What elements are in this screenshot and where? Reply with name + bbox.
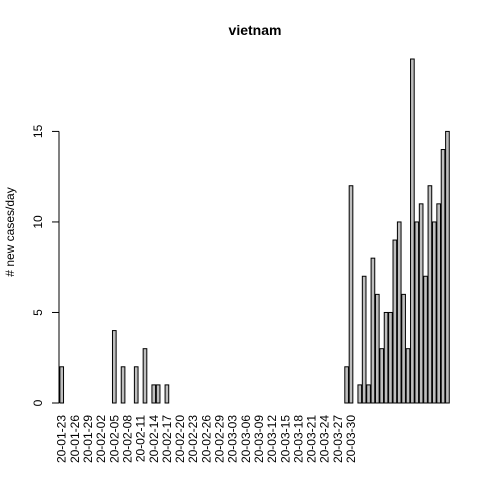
bar xyxy=(418,203,424,404)
x-tick-label: 20-03-30 xyxy=(344,415,358,463)
bar xyxy=(155,384,161,404)
bar xyxy=(361,275,367,404)
x-tick-label: 20-01-29 xyxy=(81,415,95,463)
bar xyxy=(396,221,402,404)
x-tick-label: 20-03-09 xyxy=(252,415,266,463)
bar xyxy=(410,58,415,404)
bar xyxy=(357,384,363,404)
x-tick-label: 20-01-23 xyxy=(55,415,69,463)
x-tick-label: 20-03-06 xyxy=(239,415,253,463)
y-tick-label: 10 xyxy=(31,215,45,229)
bar xyxy=(151,384,157,404)
x-tick-label: 20-02-29 xyxy=(213,415,227,463)
chart-title: vietnam xyxy=(229,22,282,38)
y-tick-label: 5 xyxy=(31,309,45,316)
x-tick-label: 20-02-20 xyxy=(173,415,187,463)
bar xyxy=(111,330,117,404)
x-tick-label: 20-03-15 xyxy=(278,415,292,463)
bar xyxy=(366,384,371,404)
bar xyxy=(379,348,385,404)
bar xyxy=(348,185,354,404)
bar xyxy=(445,130,450,404)
x-tick-label: 20-02-14 xyxy=(147,415,161,463)
bar xyxy=(436,203,442,404)
x-axis: 20-01-23 20-01-26 20-01-29 20-02-02 20-02-05… xyxy=(55,415,358,463)
bar xyxy=(423,275,428,404)
x-tick-label: 20-02-02 xyxy=(94,415,108,463)
bar xyxy=(440,149,446,404)
y-tick-label: 0 xyxy=(31,399,45,406)
bar xyxy=(344,366,349,404)
x-tick-label: 20-02-17 xyxy=(160,415,174,463)
y-axis-label: # new cases/day xyxy=(3,187,17,276)
x-tick-label: 20-03-21 xyxy=(305,415,319,463)
bar xyxy=(392,239,398,404)
y-axis: 0 5 10 15 xyxy=(31,124,60,406)
bar xyxy=(164,384,170,404)
bar xyxy=(414,221,420,404)
bar xyxy=(120,366,126,404)
bar xyxy=(133,366,139,404)
y-tick-label: 15 xyxy=(31,124,45,138)
bar xyxy=(401,293,406,404)
x-tick-label: 20-02-08 xyxy=(120,415,134,463)
bar xyxy=(370,257,376,404)
bar xyxy=(405,348,411,404)
x-tick-label: 20-03-18 xyxy=(291,415,305,463)
x-tick-label: 20-03-03 xyxy=(226,415,240,463)
bar xyxy=(388,311,393,404)
x-tick-label: 20-03-12 xyxy=(265,415,279,463)
bar xyxy=(431,221,437,404)
x-tick-label: 20-02-05 xyxy=(107,415,121,463)
x-tick-label: 20-01-26 xyxy=(68,415,82,463)
x-tick-label: 20-03-24 xyxy=(318,415,332,463)
x-tick-label: 20-02-11 xyxy=(134,415,148,462)
x-tick-label: 20-03-27 xyxy=(331,415,345,463)
bar xyxy=(374,293,380,404)
bar xyxy=(427,185,433,404)
bar xyxy=(142,348,148,404)
x-tick-label: 20-02-26 xyxy=(199,415,213,463)
bar xyxy=(59,366,65,404)
bar-series xyxy=(59,58,450,404)
bar xyxy=(383,311,389,404)
x-tick-label: 20-02-23 xyxy=(186,415,200,463)
